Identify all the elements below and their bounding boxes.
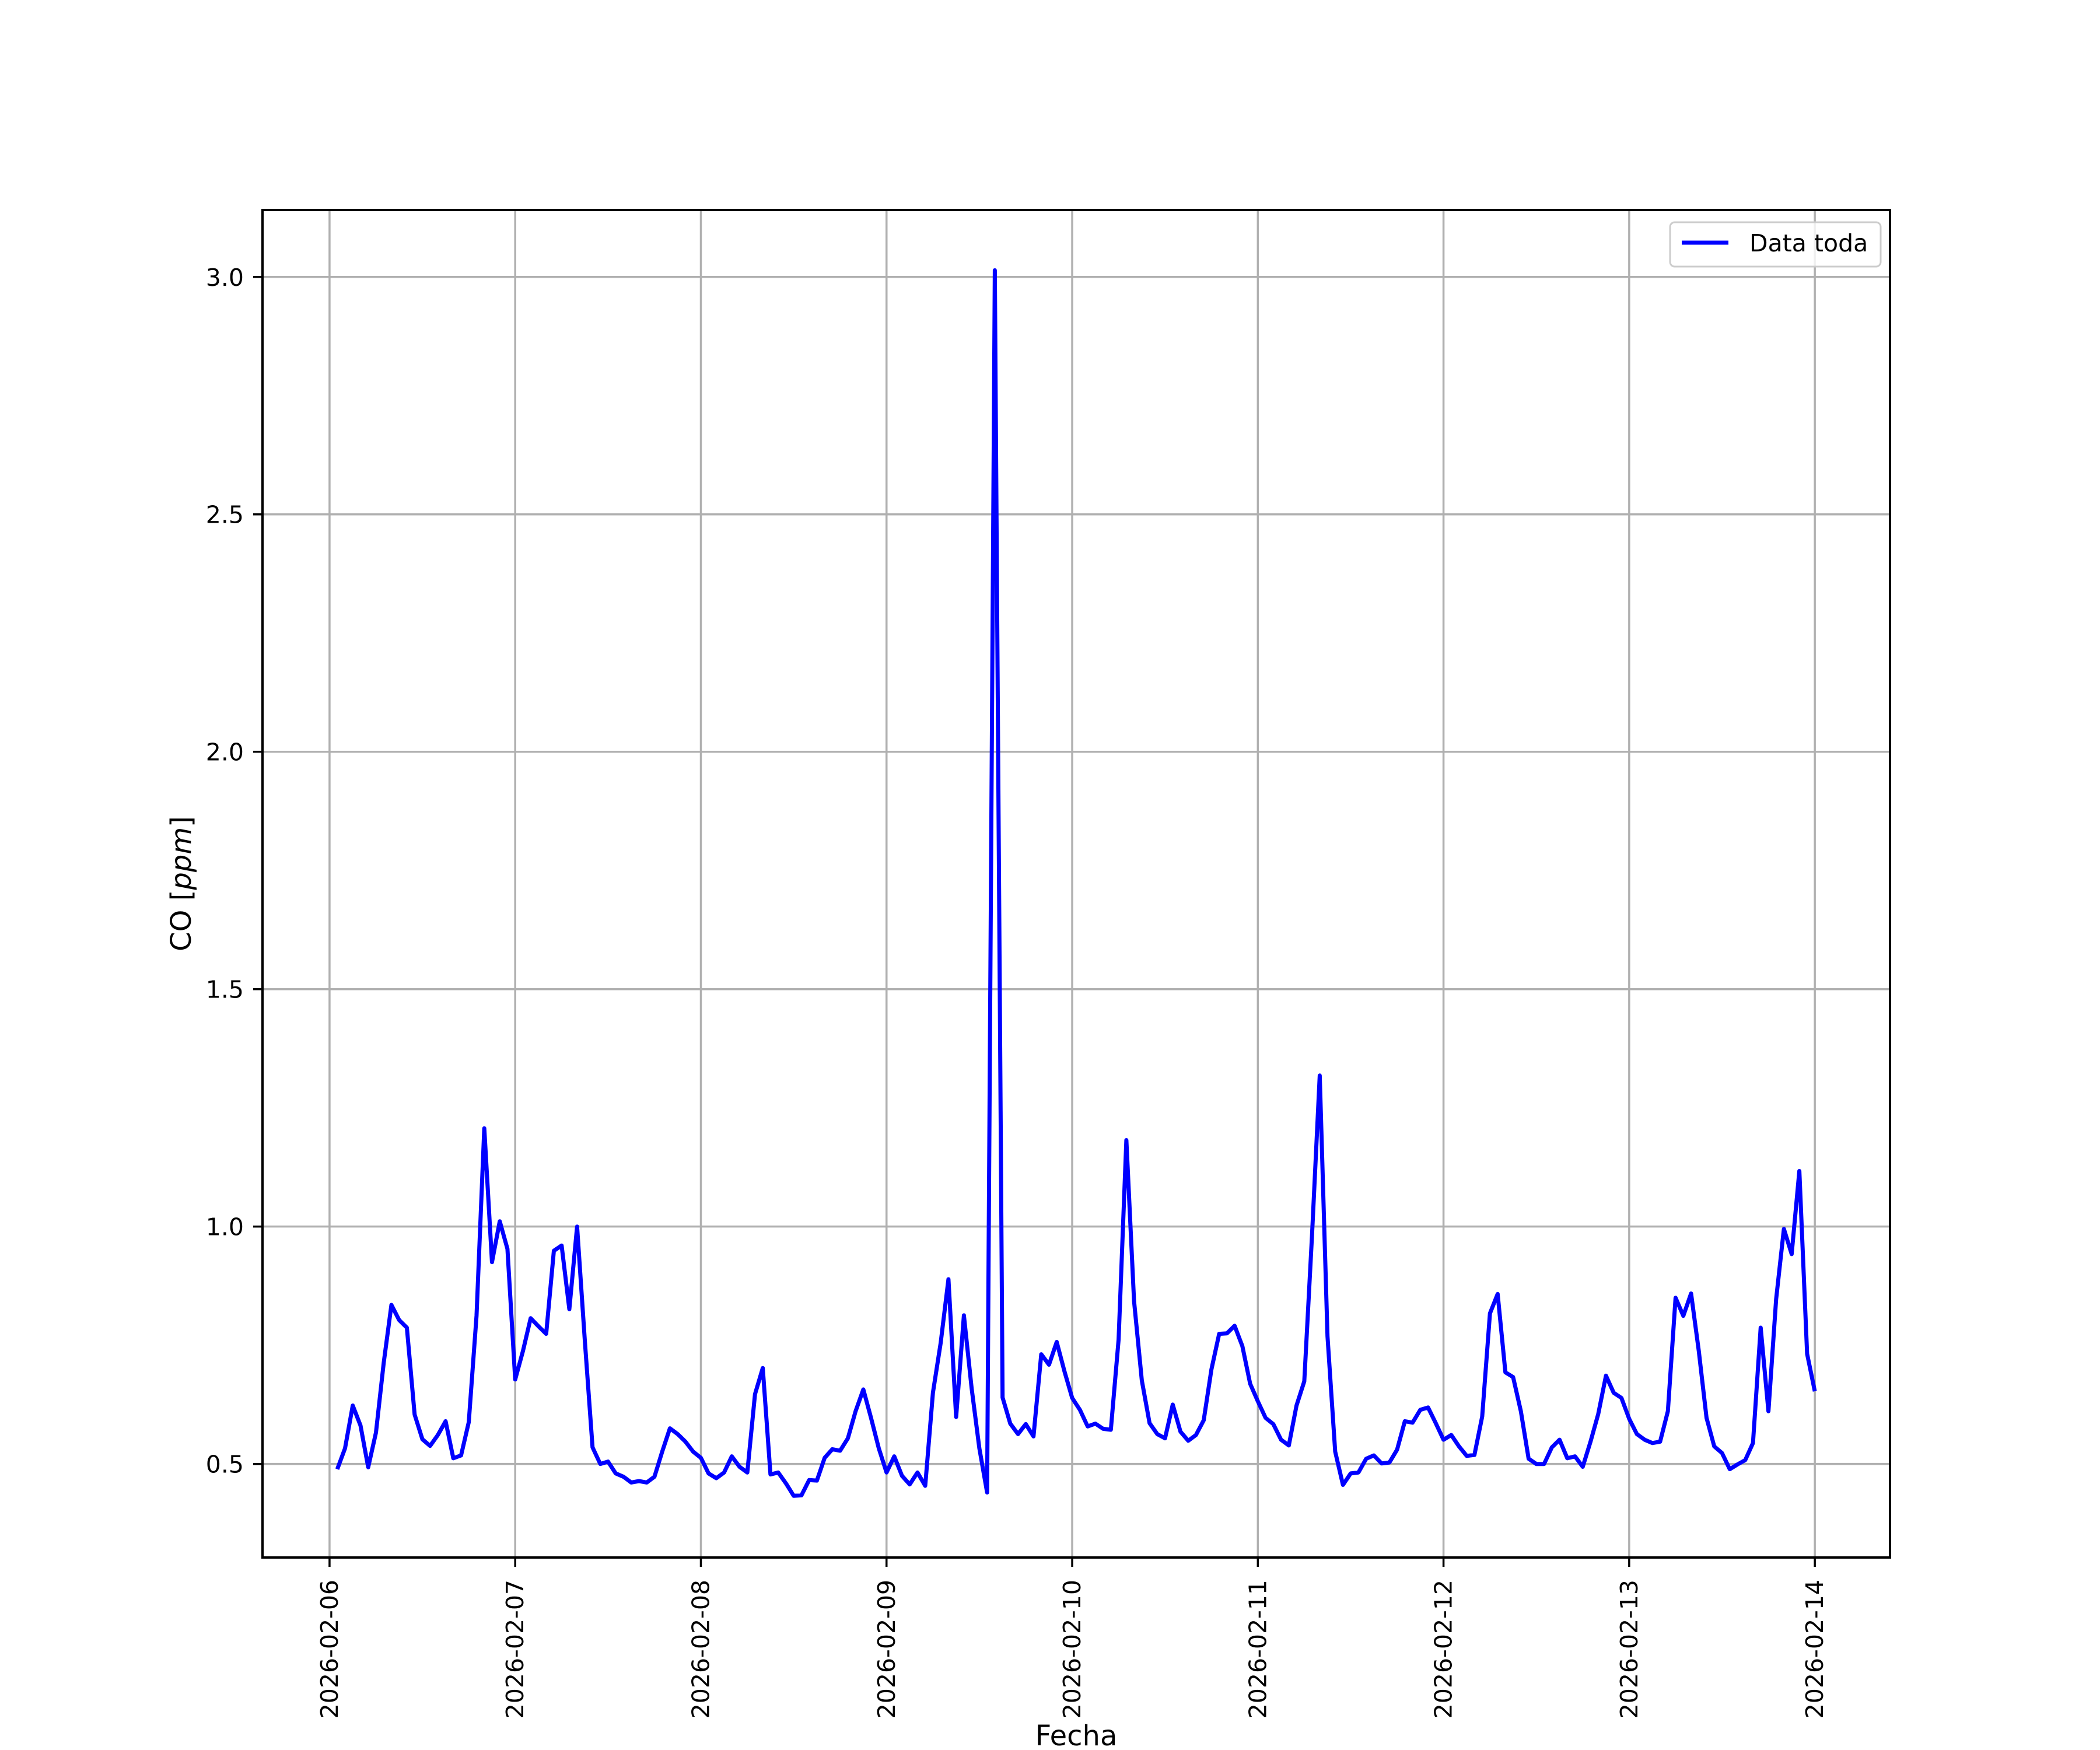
x-tick-label: 2026-02-08 <box>687 1580 715 1718</box>
y-tick-label: 0.5 <box>206 1451 244 1479</box>
plot-area <box>262 210 1890 1558</box>
x-tick-label: 2026-02-12 <box>1430 1580 1458 1718</box>
x-tick-label: 2026-02-07 <box>501 1580 529 1718</box>
legend-label: Data toda <box>1749 229 1868 257</box>
y-tick-label: 3.0 <box>206 264 244 292</box>
x-tick-label: 2026-02-11 <box>1244 1580 1272 1718</box>
x-tick-label: 2026-02-09 <box>873 1580 901 1718</box>
y-axis-label: CO [ppm] <box>165 816 198 951</box>
series-layer <box>335 268 1817 1498</box>
y-tick-label: 1.5 <box>206 976 244 1004</box>
x-tick-label: 2026-02-06 <box>316 1580 344 1718</box>
y-tick-label: 2.5 <box>206 501 244 529</box>
ticks: 2026-02-06 2026-02-07 2026-02-08 2026-02-09… <box>206 264 1829 1719</box>
axes-frame <box>261 209 1891 1559</box>
y-axis-label-close: ] <box>165 816 198 827</box>
grid <box>262 210 1890 1558</box>
legend: Data toda <box>1669 221 1882 268</box>
legend-box <box>1669 221 1882 268</box>
y-tick-label: 1.0 <box>206 1213 244 1241</box>
y-tick-label: 2.0 <box>206 738 244 766</box>
series-line-data-toda <box>335 268 1817 1498</box>
y-axis-label-plain: CO [ <box>165 890 198 951</box>
y-axis-label-unit: ppm <box>165 827 198 891</box>
x-tick-label: 2026-02-14 <box>1801 1580 1829 1718</box>
x-tick-label: 2026-02-10 <box>1058 1580 1086 1718</box>
x-axis-label: Fecha <box>1035 1720 1118 1750</box>
x-tick-label: 2026-02-13 <box>1615 1580 1643 1718</box>
